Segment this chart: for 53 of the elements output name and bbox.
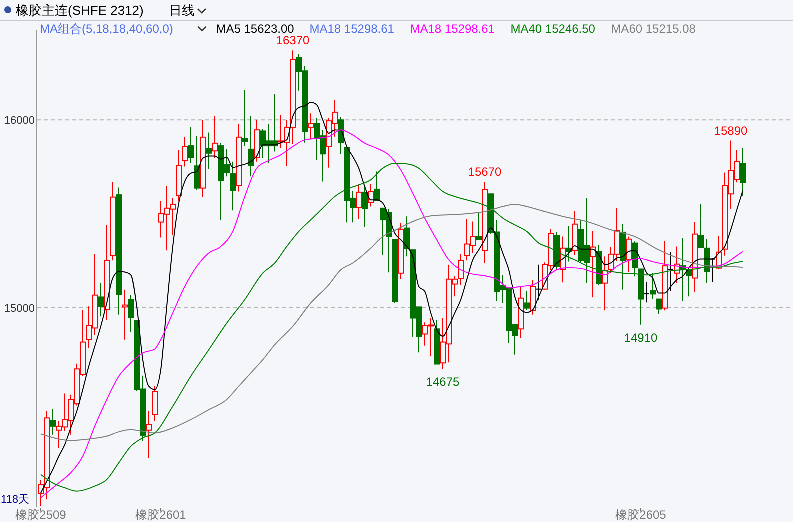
candlestick bbox=[146, 410, 152, 459]
legend-label: MA18 15298.61 bbox=[310, 22, 395, 36]
candlestick bbox=[308, 113, 314, 140]
candlestick bbox=[206, 132, 212, 170]
chart-subtitle: 日线 bbox=[168, 3, 195, 18]
candlestick bbox=[740, 148, 746, 197]
candlestick bbox=[356, 183, 362, 220]
legend-title: MA组合(5,18,18,40,60,0) bbox=[40, 22, 174, 36]
text: MA60 15215.08 bbox=[611, 22, 696, 36]
candlestick bbox=[188, 126, 194, 164]
candlestick bbox=[626, 236, 632, 273]
text: 15670 bbox=[468, 165, 502, 180]
text: 14675 bbox=[426, 374, 460, 389]
candlestick bbox=[536, 264, 542, 300]
x-tick-label: 橡胶2509 bbox=[16, 508, 67, 522]
candlestick bbox=[152, 386, 158, 422]
text: 15890 bbox=[714, 124, 748, 138]
x-tick-label: 橡胶2601 bbox=[136, 508, 187, 522]
candlestick bbox=[242, 90, 248, 147]
candlestick bbox=[458, 254, 464, 286]
candlestick bbox=[650, 272, 656, 300]
x-tick-label: 橡胶2605 bbox=[616, 508, 667, 522]
text: MA18 15298.61 bbox=[410, 22, 496, 36]
candlestick bbox=[524, 290, 530, 311]
candlestick bbox=[530, 279, 536, 316]
y-tick-label: 15000 bbox=[4, 302, 35, 315]
text: 118天 bbox=[1, 494, 30, 506]
candlestick bbox=[368, 183, 374, 208]
text: MA40 15246.50 bbox=[510, 22, 596, 36]
candlestick bbox=[644, 282, 650, 304]
candlestick bbox=[128, 294, 134, 334]
candlestick bbox=[338, 117, 344, 155]
text: 16370 bbox=[276, 34, 310, 48]
candlestick bbox=[212, 116, 218, 159]
chart-title: 橡胶主连(SHFE 2312) bbox=[16, 3, 144, 18]
candlestick bbox=[698, 204, 704, 248]
candlestick bbox=[668, 252, 674, 292]
candlestick bbox=[50, 408, 56, 436]
candlestick bbox=[98, 282, 104, 318]
candlestick bbox=[248, 116, 254, 178]
y-tick-label: 16000 bbox=[4, 115, 35, 128]
candlestick bbox=[122, 289, 128, 340]
text: 14910 bbox=[624, 330, 658, 345]
candlestick bbox=[230, 161, 236, 212]
line-series bbox=[40, 204, 744, 442]
candlestick bbox=[182, 136, 188, 168]
candlestick bbox=[194, 136, 200, 190]
text: MA5 15623.00 bbox=[216, 22, 295, 36]
candlestick bbox=[656, 298, 662, 315]
candlestick bbox=[374, 171, 380, 202]
candlestick bbox=[476, 212, 482, 240]
candlestick bbox=[362, 186, 368, 228]
candlestick bbox=[404, 216, 410, 258]
